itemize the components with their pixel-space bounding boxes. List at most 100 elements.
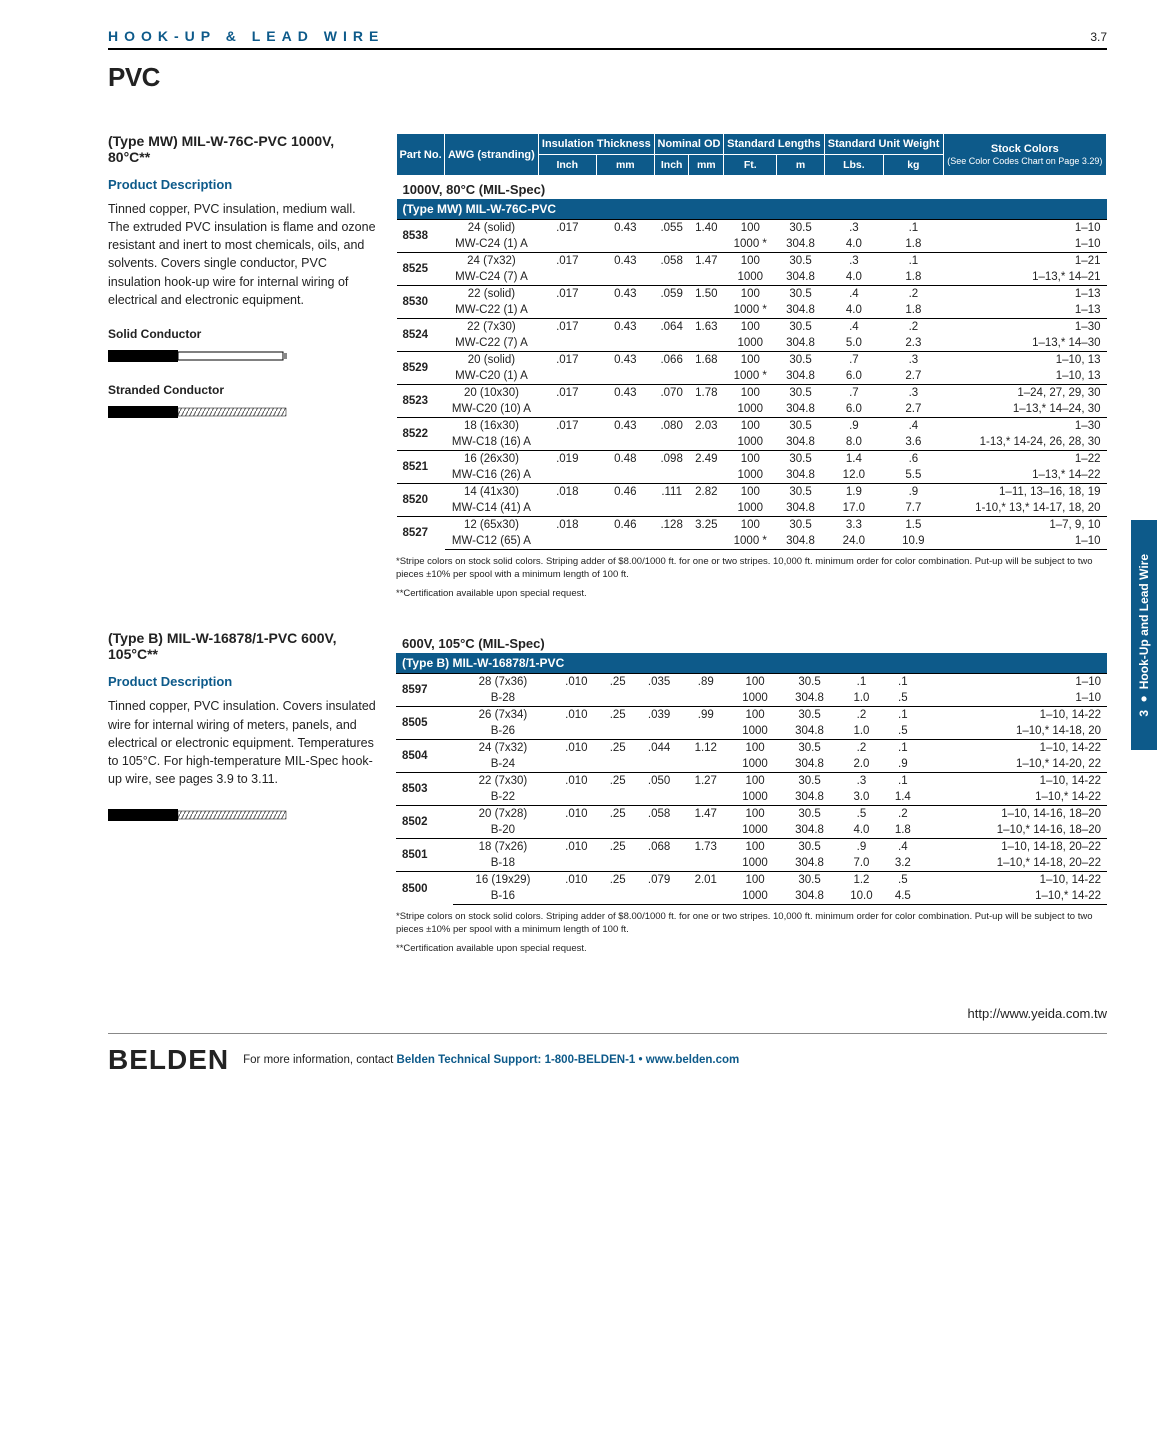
- cell-awg: 24 (7x32): [453, 740, 553, 757]
- cell-ins-inch: .010: [553, 806, 600, 823]
- cell-m: 304.8: [781, 855, 838, 872]
- cell-ft: 1000: [724, 467, 777, 484]
- table-row: 850526 (7x34).010.25.039.9910030.5.2.11–…: [396, 707, 1107, 724]
- table-pretitle: 1000V, 80°C (MIL-Spec): [397, 176, 1107, 200]
- table-row: MW-C18 (16) A1000304.88.03.61-13,* 14-24…: [397, 434, 1107, 451]
- cell-m: 304.8: [777, 269, 824, 286]
- table-band: (Type MW) MIL-W-76C-PVC: [397, 199, 1107, 220]
- cell-m: 30.5: [777, 253, 824, 270]
- cell-ins-inch: .010: [553, 773, 600, 790]
- col-part-no: Part No.: [397, 134, 445, 176]
- table-row: 852218 (16x30).0170.43.0802.0310030.5.9.…: [397, 418, 1107, 435]
- cell-m: 304.8: [777, 236, 824, 253]
- sub-mm: mm: [596, 155, 654, 176]
- cell-awg: 20 (7x28): [453, 806, 553, 823]
- product-description-body: Tinned copper, PVC insulation. Covers in…: [108, 697, 378, 788]
- cell-kg: .2: [884, 319, 944, 336]
- cell-awg-sub: MW-C14 (41) A: [445, 500, 539, 517]
- cell-ft: 100: [724, 352, 777, 369]
- cell-part-no: 8538: [397, 220, 445, 253]
- cell-colors: 1–21: [943, 253, 1106, 270]
- cell-ft: 1000: [724, 335, 777, 352]
- cell-ft: 100: [729, 707, 781, 724]
- cell-lbs: .4: [824, 319, 883, 336]
- cell-m: 30.5: [777, 319, 824, 336]
- cell-awg: 18 (16x30): [445, 418, 539, 435]
- cell-ft: 1000 *: [724, 236, 777, 253]
- cell-m: 304.8: [781, 789, 838, 806]
- cell-lbs: .9: [838, 839, 885, 856]
- cell-m: 304.8: [781, 690, 838, 707]
- cell-ins-inch: .017: [538, 220, 596, 237]
- table-row: 852524 (7x32).0170.43.0581.4710030.5.3.1…: [397, 253, 1107, 270]
- cell-kg: 1.8: [884, 269, 944, 286]
- cell-colors: 1–13: [943, 286, 1106, 303]
- cell-awg-sub: B-28: [453, 690, 553, 707]
- cell-awg: 22 (7x30): [453, 773, 553, 790]
- cell-lbs: .9: [824, 418, 883, 435]
- cell-ft: 100: [724, 286, 777, 303]
- table-row: 850118 (7x26).010.25.0681.7310030.5.9.41…: [396, 839, 1107, 856]
- cell-lbs: .3: [824, 220, 883, 237]
- cell-kg: .2: [885, 806, 921, 823]
- footer-sep: •: [639, 1054, 646, 1066]
- cell-kg: 1.5: [884, 517, 944, 534]
- cell-colors: 1–13: [943, 302, 1106, 319]
- cell-awg-sub: MW-C24 (7) A: [445, 269, 539, 286]
- cell-kg: .5: [885, 690, 921, 707]
- cell-colors: 1–10, 13: [943, 352, 1106, 369]
- sub-m: m: [777, 155, 824, 176]
- cell-ft: 100: [729, 740, 781, 757]
- solid-conductor-label: Solid Conductor: [108, 327, 378, 341]
- cell-ins-inch: .018: [538, 484, 596, 501]
- cell-part-no: 8522: [397, 418, 445, 451]
- cell-od-inch: .079: [636, 872, 683, 889]
- cell-awg: 16 (19x29): [453, 872, 553, 889]
- cell-colors: 1–10, 14-22: [921, 740, 1107, 757]
- cell-ins-inch: .019: [538, 451, 596, 468]
- cell-lbs: 5.0: [824, 335, 883, 352]
- cell-m: 30.5: [781, 674, 838, 691]
- cell-lbs: 12.0: [824, 467, 883, 484]
- cell-part-no: 8503: [396, 773, 453, 806]
- cell-m: 304.8: [777, 500, 824, 517]
- cell-awg: 18 (7x26): [453, 839, 553, 856]
- cell-awg: 24 (solid): [445, 220, 539, 237]
- cell-od-inch: .070: [654, 385, 689, 402]
- spec-table-b: 600V, 105°C (MIL-Spec)(Type B) MIL-W-168…: [396, 630, 1107, 905]
- product-description-body: Tinned copper, PVC insulation, medium wa…: [108, 200, 378, 309]
- cell-ft: 100: [724, 220, 777, 237]
- cell-ft: 100: [729, 806, 781, 823]
- cell-od-inch: .058: [654, 253, 689, 270]
- cell-ins-inch: .017: [538, 418, 596, 435]
- cell-kg: 5.5: [884, 467, 944, 484]
- cell-awg: 22 (7x30): [445, 319, 539, 336]
- cell-lbs: 6.0: [824, 401, 883, 418]
- cell-colors: 1–10, 14-22: [921, 707, 1107, 724]
- cell-ins-mm: 0.46: [596, 517, 654, 534]
- cell-colors: 1–11, 13–16, 18, 19: [943, 484, 1106, 501]
- cell-kg: .3: [884, 385, 944, 402]
- cell-awg-sub: B-24: [453, 756, 553, 773]
- table-row: 850220 (7x28).010.25.0581.4710030.5.5.21…: [396, 806, 1107, 823]
- cell-lbs: 4.0: [838, 822, 885, 839]
- cell-m: 304.8: [781, 888, 838, 905]
- spec-table-mw: Part No. AWG (stranding) Insulation Thic…: [396, 133, 1107, 550]
- cell-ft: 1000: [729, 789, 781, 806]
- cell-part-no: 8523: [397, 385, 445, 418]
- cell-m: 304.8: [777, 467, 824, 484]
- cell-kg: .4: [884, 418, 944, 435]
- cell-awg-sub: MW-C12 (65) A: [445, 533, 539, 550]
- footer-phone: 1-800-BELDEN-1: [545, 1054, 636, 1066]
- cell-lbs: .5: [838, 806, 885, 823]
- cell-m: 30.5: [777, 517, 824, 534]
- cell-m: 30.5: [781, 707, 838, 724]
- cell-ft: 1000: [729, 888, 781, 905]
- cell-od-mm: 1.12: [682, 740, 729, 757]
- cell-kg: 1.8: [885, 822, 921, 839]
- cell-ft: 1000: [724, 269, 777, 286]
- cell-colors: 1–10, 14-22: [921, 773, 1107, 790]
- cell-od-mm: 2.03: [689, 418, 724, 435]
- page-footer: BELDEN For more information, contact Bel…: [108, 1033, 1107, 1076]
- stranded-conductor-icon: [108, 403, 288, 421]
